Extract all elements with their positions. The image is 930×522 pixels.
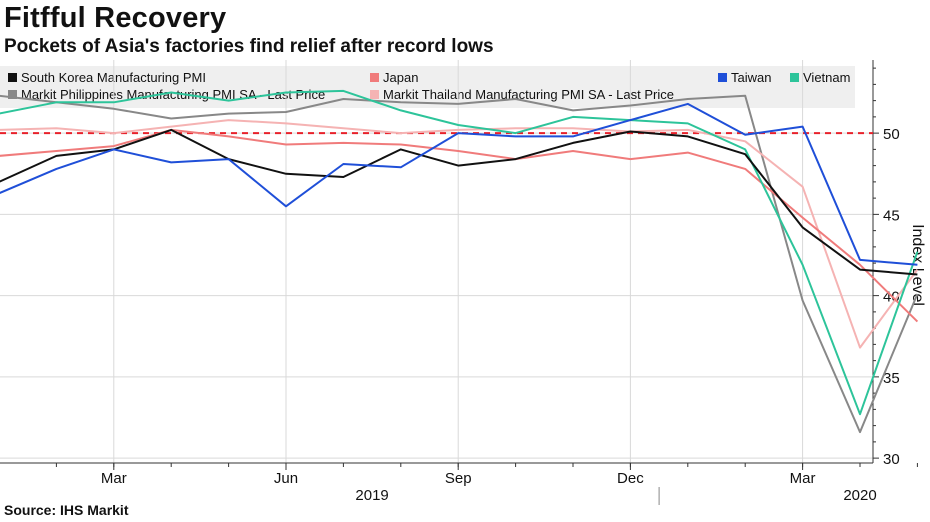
x-tick-label-1: Jun bbox=[274, 470, 298, 487]
legend-swatch-philippines bbox=[8, 90, 17, 99]
legend-swatch-south-korea bbox=[8, 73, 17, 82]
chart-subtitle: Pockets of Asia's factories find relief … bbox=[4, 36, 494, 57]
legend-label-thailand: Markit Thailand Manufacturing PMI SA - L… bbox=[383, 87, 674, 102]
y-tick-label-30: 30 bbox=[883, 451, 900, 468]
legend-swatch-japan bbox=[370, 73, 379, 82]
legend-label-japan: Japan bbox=[383, 70, 419, 85]
legend-swatch-thailand bbox=[370, 90, 379, 99]
series-line-south-korea-manufacturing-pmi bbox=[0, 128, 918, 276]
legend-item-thailand: Markit Thailand Manufacturing PMI SA - L… bbox=[370, 87, 674, 102]
legend-item-japan: Japan bbox=[370, 70, 418, 85]
y-axis-label: Index Level bbox=[909, 224, 926, 306]
x-tick-label-3: Dec bbox=[617, 470, 644, 487]
series-line-markit-philippines-manufacturing-pmi-sa-last-price bbox=[0, 94, 919, 434]
year-label-2020: 2020 bbox=[843, 487, 876, 504]
y-tick-label-35: 35 bbox=[883, 370, 900, 387]
legend-label-vietnam: Vietnam bbox=[803, 70, 851, 85]
source-note: Source: IHS Markit bbox=[4, 502, 129, 518]
y-tick-label-45: 45 bbox=[883, 207, 900, 224]
series-line-vietnam bbox=[0, 89, 919, 416]
legend-item-vietnam: Vietnam bbox=[790, 70, 850, 85]
legend-swatch-taiwan bbox=[718, 73, 727, 82]
series-line-japan bbox=[0, 128, 919, 323]
legend: South Korea Manufacturing PMI Markit Phi… bbox=[0, 66, 855, 108]
x-tick-label-0: Mar bbox=[101, 470, 127, 487]
legend-swatch-vietnam bbox=[790, 73, 799, 82]
year-label-2019: 2019 bbox=[355, 487, 388, 504]
x-tick-label-2: Sep bbox=[445, 470, 472, 487]
x-tick-label-4: Mar bbox=[790, 470, 816, 487]
legend-item-taiwan: Taiwan bbox=[718, 70, 771, 85]
series-line-taiwan bbox=[0, 102, 918, 266]
series-line-markit-thailand-manufacturing-pmi-sa-last-price bbox=[0, 119, 919, 349]
chart-title: Fitfful Recovery bbox=[4, 2, 227, 34]
y-tick-label-50: 50 bbox=[883, 126, 900, 143]
legend-label-taiwan: Taiwan bbox=[731, 70, 772, 85]
